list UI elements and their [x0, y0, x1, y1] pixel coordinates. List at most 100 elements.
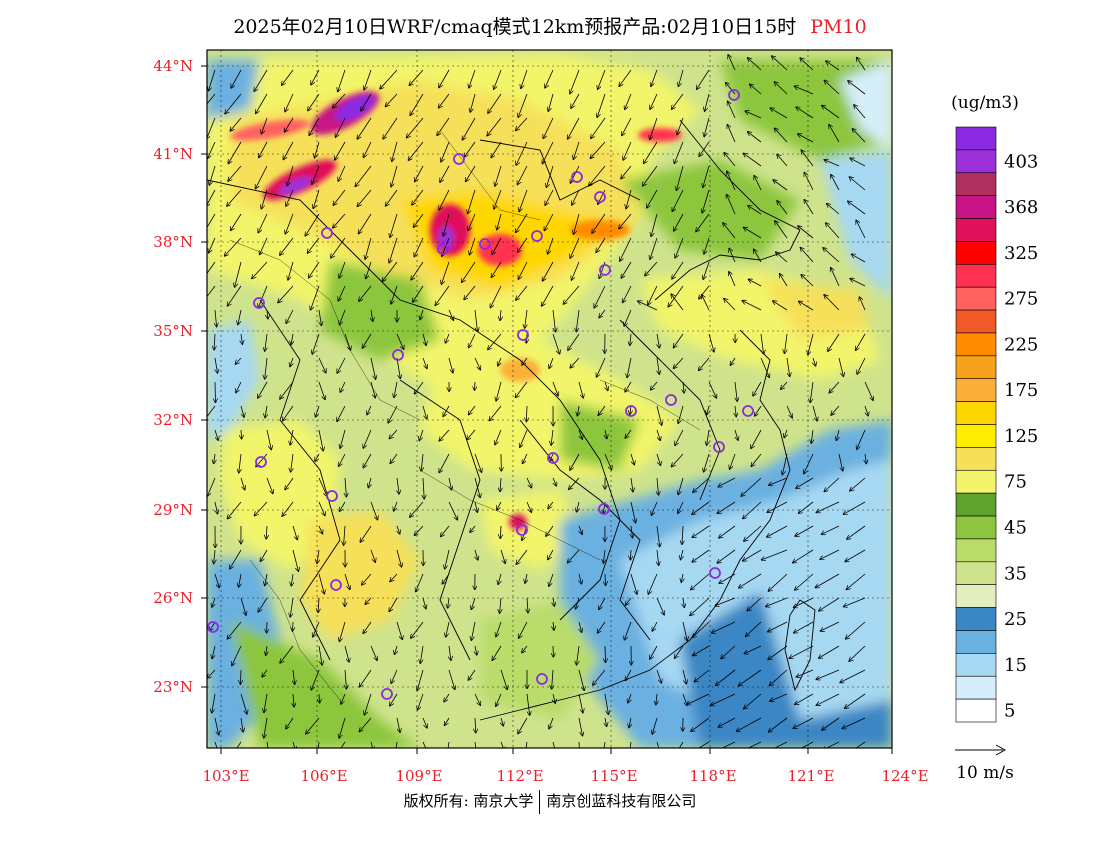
wind-vector — [826, 61, 840, 71]
wind-vector — [466, 165, 476, 182]
wind-vector — [497, 501, 502, 510]
legend-color-swatch — [955, 172, 997, 196]
wind-vector — [207, 669, 216, 678]
city-marker — [625, 405, 637, 417]
wind-vector — [337, 357, 346, 373]
wind-vector — [773, 301, 788, 311]
wind-vector — [651, 213, 658, 236]
wind-vector — [495, 165, 502, 186]
wind-vector — [440, 165, 450, 182]
wind-vector — [681, 549, 684, 560]
wind-vector — [656, 525, 660, 547]
wind-vector — [416, 573, 424, 592]
wind-vector — [305, 213, 320, 236]
wind-vector — [786, 405, 792, 418]
wind-vector — [291, 573, 293, 586]
wind-vector — [397, 477, 399, 494]
wind-vector — [698, 741, 710, 748]
legend-color-swatch — [955, 492, 997, 517]
wind-vector — [261, 117, 268, 134]
wind-vector — [319, 309, 321, 325]
wind-vector — [574, 213, 580, 234]
legend-color-swatch — [955, 126, 997, 151]
wind-vector — [240, 693, 247, 714]
wind-vector — [208, 477, 216, 496]
wind-vector — [228, 141, 242, 164]
wind-vector — [831, 175, 840, 191]
wind-vector — [496, 621, 502, 637]
wind-vector — [682, 621, 687, 641]
lat-label: 32°N — [153, 411, 193, 429]
wind-vector — [599, 309, 606, 318]
wind-vector — [260, 237, 268, 255]
wind-vector — [651, 69, 658, 86]
city-marker — [728, 89, 740, 101]
wind-vector — [812, 405, 817, 421]
wind-vectors — [207, 55, 873, 748]
legend-level-label: 5 — [1004, 701, 1015, 722]
wind-vector — [816, 669, 840, 679]
wind-vector — [592, 213, 606, 233]
wind-vector — [747, 597, 762, 611]
wind-vector — [857, 357, 866, 374]
wind-vector — [777, 155, 788, 167]
wind-vector — [518, 261, 528, 279]
wind-vector — [621, 165, 632, 179]
wind-vector — [500, 309, 501, 320]
legend-color-swatch — [955, 561, 997, 585]
wind-vector — [570, 453, 580, 470]
wind-vector — [255, 501, 268, 516]
wind-vector — [241, 429, 242, 439]
wind-vector — [443, 213, 450, 236]
wind-vector — [712, 621, 736, 633]
wind-vector — [283, 141, 294, 160]
wind-vector — [852, 254, 866, 263]
wind-vector — [370, 645, 377, 660]
wind-vector — [796, 669, 814, 677]
wind-vector — [784, 429, 787, 438]
wind-vector — [339, 453, 346, 466]
wind-vector — [317, 549, 319, 563]
wind-vector — [214, 549, 215, 564]
lon-label: 109°E — [395, 767, 442, 785]
wind-vector — [750, 84, 762, 95]
wind-vector — [293, 621, 294, 631]
wind-vector — [577, 501, 580, 512]
wind-vector — [500, 597, 501, 613]
wind-vector — [264, 717, 268, 738]
wind-vector — [319, 693, 320, 703]
wind-vector — [772, 56, 788, 71]
wind-vector — [630, 453, 634, 465]
wind-vector — [795, 573, 814, 590]
wind-vector — [819, 597, 840, 611]
wind-vector — [370, 357, 376, 379]
wind-vector — [596, 237, 606, 252]
legend-level-label: 225 — [1004, 334, 1038, 355]
wind-vector — [542, 141, 554, 164]
wind-vector — [207, 261, 216, 275]
wind-vector — [469, 405, 476, 415]
wind-vector — [230, 117, 242, 131]
wind-vector — [578, 381, 583, 398]
wind-vector — [796, 477, 814, 488]
wind-vector — [338, 165, 346, 181]
wind-vector — [407, 117, 424, 138]
wind-vector — [677, 165, 684, 190]
wind-vector — [741, 477, 762, 496]
legend-color-swatch — [955, 218, 997, 242]
wind-vector — [422, 717, 427, 728]
wind-vector — [227, 189, 242, 206]
legend-color-swatch — [955, 515, 997, 540]
wind-vector — [209, 69, 216, 91]
wind-vector — [445, 717, 450, 725]
wind-vector — [410, 501, 424, 517]
wind-vector — [648, 573, 658, 594]
wind-vector — [209, 165, 216, 185]
wind-vector — [577, 645, 580, 665]
legend-color-swatch — [955, 675, 997, 700]
lat-label: 35°N — [153, 322, 193, 340]
wind-vector — [285, 213, 294, 234]
wind-vector — [656, 669, 661, 683]
wind-vector — [490, 285, 502, 308]
wind-vector — [692, 525, 710, 537]
